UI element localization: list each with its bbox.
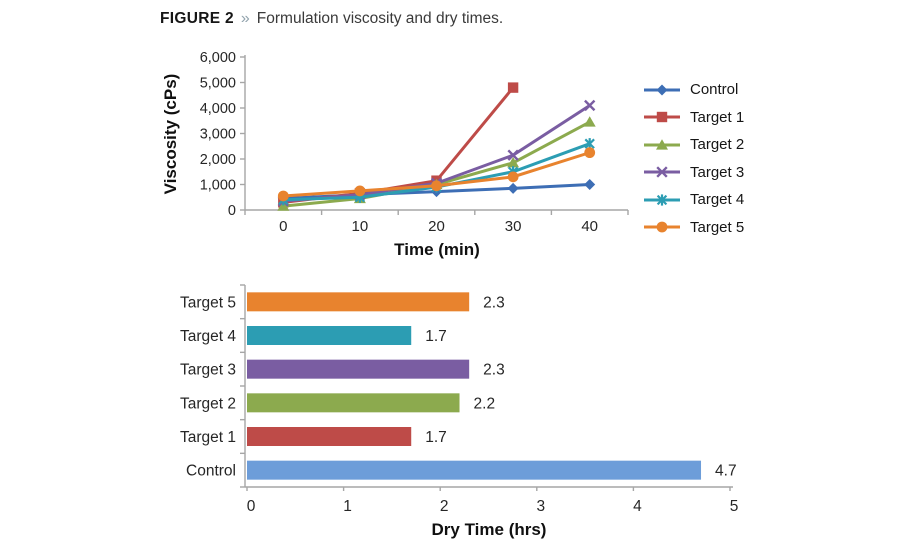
x-marker-icon xyxy=(584,99,596,112)
legend-item-target5: Target 5 xyxy=(643,214,744,242)
bar-value-label: 1.7 xyxy=(425,328,447,345)
legend-item-target4: Target 4 xyxy=(643,186,744,214)
legend-item-target2: Target 2 xyxy=(643,131,744,159)
bar-row-target-2: Target 2 2.2 xyxy=(180,393,496,413)
viscosity-tick-label: 5,000 xyxy=(200,76,236,92)
target4-series-marker-icon xyxy=(644,194,680,206)
viscosity-line-chart: 0 1,000 2,000 3,000 4,000 5,000 6,000 0 10 20 30 40 xyxy=(200,50,629,235)
line-chart-axes: 0 1,000 2,000 3,000 4,000 5,000 6,000 0 10 20 30 40 xyxy=(200,50,629,235)
bar-category-label: Target 2 xyxy=(180,395,236,412)
bar-row-control: Control 4.7 xyxy=(186,460,737,480)
asterisk-marker-icon xyxy=(656,194,668,206)
viscosity-tick-label: 0 xyxy=(228,203,236,219)
time-tick-label: 0 xyxy=(279,218,287,235)
bar-row-target-1: Target 1 1.7 xyxy=(180,427,447,446)
bar-row-target-4: Target 4 1.7 xyxy=(180,326,447,345)
legend-label-target2: Target 2 xyxy=(690,136,745,154)
bar-value-label: 4.7 xyxy=(715,463,737,480)
circle-marker-icon xyxy=(431,180,442,192)
target3-series-marker-icon xyxy=(644,166,680,178)
circle-marker-icon xyxy=(656,221,668,233)
time-axis-title: Time (min) xyxy=(394,240,480,259)
legend-label-target4: Target 4 xyxy=(690,191,745,209)
time-tick-label: 40 xyxy=(581,218,598,235)
bar-value-label: 2.3 xyxy=(483,294,505,311)
bar-target-1 xyxy=(247,427,412,446)
figure-separator-icon: » xyxy=(240,10,250,27)
figure-label: FIGURE 2 xyxy=(160,10,234,27)
series-target-5 xyxy=(277,147,596,202)
target2-series-marker-icon xyxy=(644,138,680,150)
legend-label-target1: Target 1 xyxy=(690,108,745,126)
time-tick-label: 20 xyxy=(428,218,445,235)
viscosity-tick-label: 1,000 xyxy=(200,178,236,194)
drytime-tick-label: 4 xyxy=(633,498,642,515)
viscosity-tick-label: 3,000 xyxy=(200,127,236,143)
diamond-marker-icon xyxy=(507,182,519,194)
bar-category-label: Control xyxy=(186,463,236,480)
legend-label-target5: Target 5 xyxy=(690,218,745,236)
figure-title: Formulation viscosity and dry times. xyxy=(256,10,504,27)
circle-marker-icon xyxy=(507,171,519,183)
time-tick-label: 30 xyxy=(505,218,522,235)
line-chart-legend: Control Target 1 Target 2 Target 3 Targe… xyxy=(643,76,744,241)
square-marker-icon xyxy=(507,82,519,93)
legend-item-target1: Target 1 xyxy=(643,104,744,132)
bar-row-target-3: Target 3 2.3 xyxy=(180,359,505,379)
viscosity-tick-label: 2,000 xyxy=(200,152,236,168)
time-tick-label: 10 xyxy=(352,218,369,235)
triangle-marker-icon xyxy=(656,138,668,150)
triangle-marker-icon xyxy=(507,157,520,168)
triangle-marker-icon xyxy=(583,116,596,127)
diamond-marker-icon xyxy=(584,179,596,190)
legend-item-target3: Target 3 xyxy=(643,159,744,187)
target5-series-marker-icon xyxy=(644,221,680,233)
legend-label-control: Control xyxy=(690,81,739,99)
figure-caption: FIGURE 2 » Formulation viscosity and dry t… xyxy=(160,10,503,28)
bar-target-4 xyxy=(247,326,412,345)
circle-marker-icon xyxy=(354,185,366,197)
drytime-tick-label: 3 xyxy=(536,498,545,515)
drytime-tick-label: 1 xyxy=(343,498,352,515)
bar-category-label: Target 3 xyxy=(180,362,236,379)
bar-row-target-5: Target 5 2.3 xyxy=(180,292,505,312)
viscosity-tick-label: 4,000 xyxy=(200,101,236,117)
bar-control xyxy=(247,460,702,480)
viscosity-tick-label: 6,000 xyxy=(200,50,236,66)
x-marker-icon xyxy=(656,166,668,178)
bar-chart-axes: 0 1 2 3 4 5 xyxy=(240,284,739,515)
circle-marker-icon xyxy=(584,147,596,159)
x-marker-icon xyxy=(507,149,519,161)
square-marker-icon xyxy=(656,112,668,123)
drytime-tick-label: 0 xyxy=(247,498,256,515)
triangle-marker-icon xyxy=(277,200,290,211)
bar-target-3 xyxy=(247,359,470,379)
bar-category-label: Target 5 xyxy=(180,294,236,311)
drytime-tick-label: 2 xyxy=(440,498,449,515)
drytime-tick-label: 5 xyxy=(730,498,739,515)
drytime-axis-title: Dry Time (hrs) xyxy=(431,520,547,539)
target1-series-marker-icon xyxy=(644,112,680,123)
bar-value-label: 2.2 xyxy=(474,395,496,412)
bar-value-label: 1.7 xyxy=(425,429,447,446)
bar-target-2 xyxy=(247,393,460,413)
bar-target-5 xyxy=(247,292,470,312)
legend-label-target3: Target 3 xyxy=(690,163,745,181)
legend-item-control: Control xyxy=(643,76,744,104)
control-series-marker-icon xyxy=(644,84,680,96)
circle-marker-icon xyxy=(277,190,289,202)
bar-category-label: Target 1 xyxy=(180,429,236,446)
bar-category-label: Target 4 xyxy=(180,328,236,345)
diamond-marker-icon xyxy=(656,84,668,96)
bar-value-label: 2.3 xyxy=(483,362,505,379)
